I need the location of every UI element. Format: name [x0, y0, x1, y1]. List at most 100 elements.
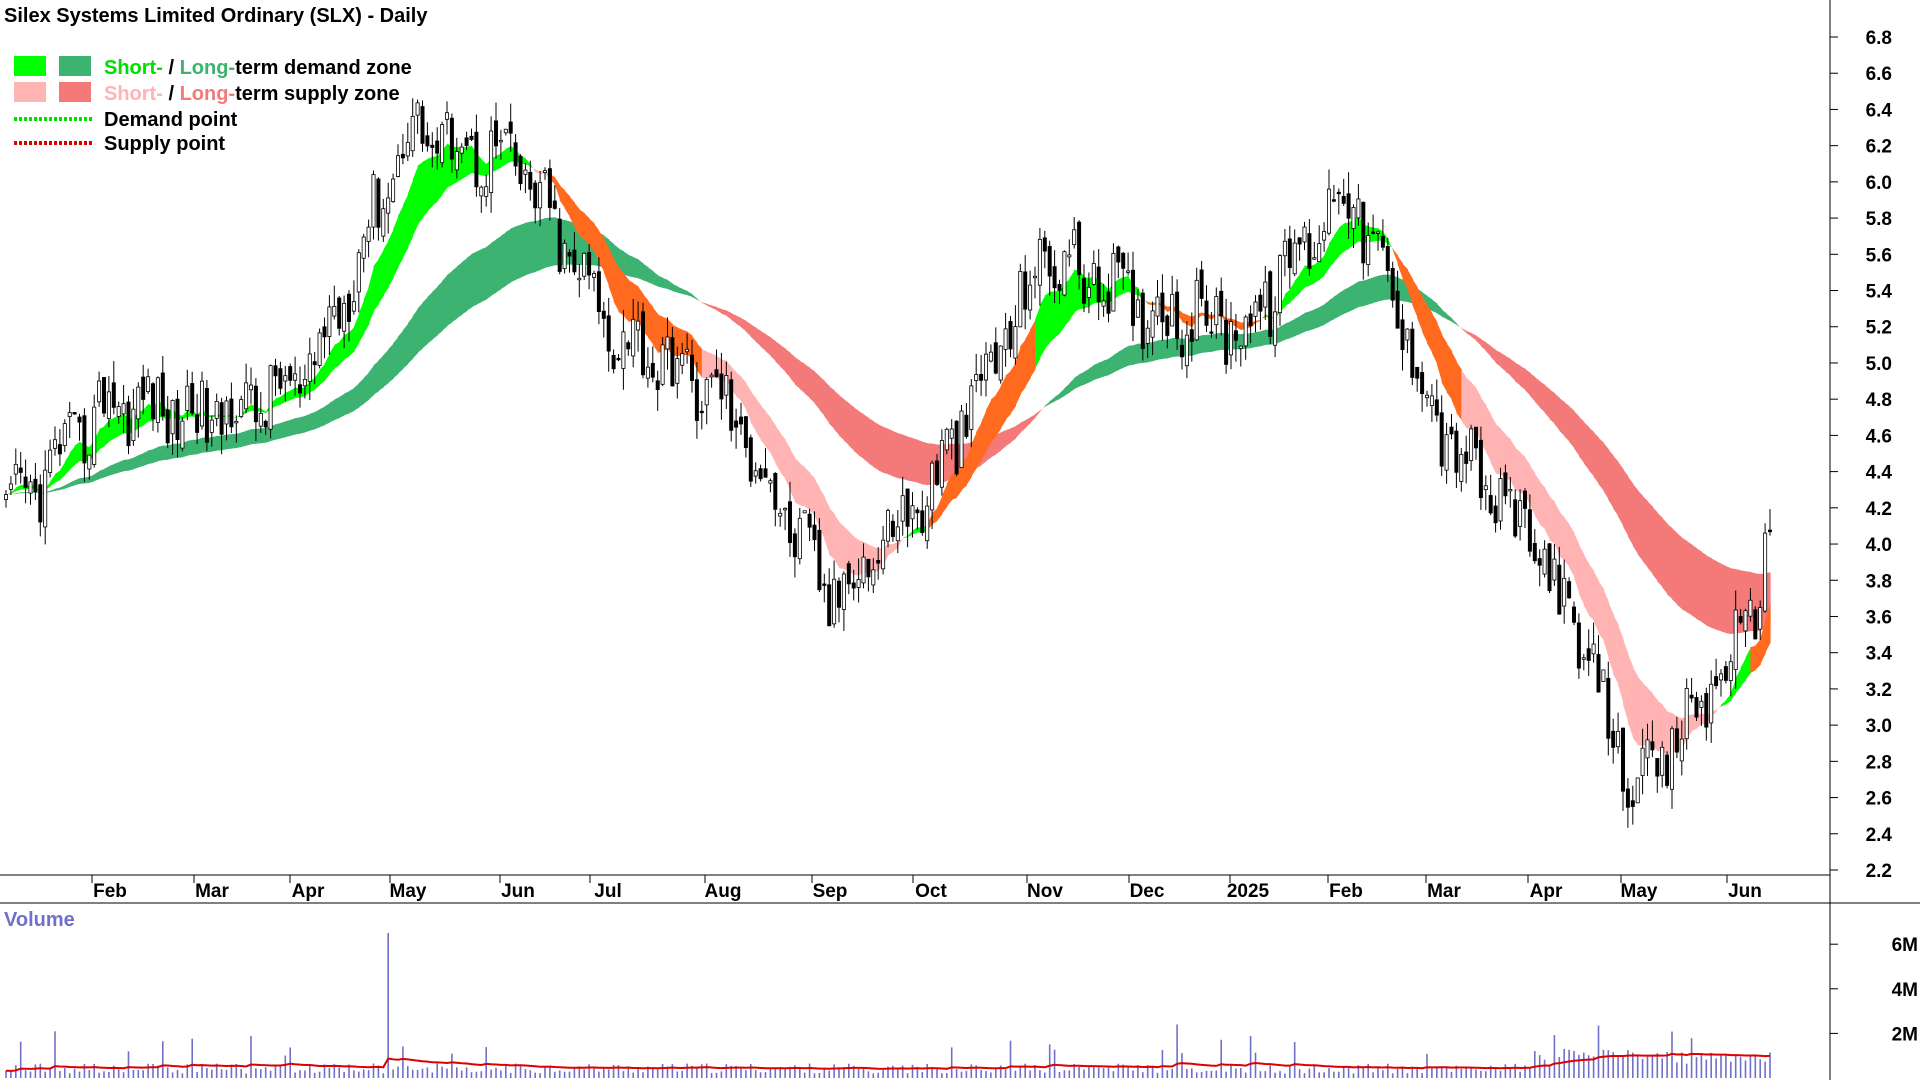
zone-segment	[1725, 693, 1732, 705]
zone-segment	[986, 399, 992, 452]
candle-body	[1537, 558, 1542, 566]
candle-body	[807, 513, 812, 528]
zone-segment	[652, 271, 659, 287]
zone-segment	[162, 445, 169, 461]
zone-segment	[505, 228, 512, 286]
candle-body	[1449, 426, 1454, 435]
zone-segment	[1378, 274, 1384, 302]
zone-segment	[1123, 345, 1129, 368]
zone-segment	[750, 324, 757, 342]
zone-segment	[1289, 318, 1296, 339]
zone-segment	[721, 309, 727, 316]
zone-segment	[1446, 313, 1453, 322]
zone-segment	[579, 209, 585, 240]
zone-segment	[1451, 318, 1457, 326]
zone-segment	[1632, 483, 1639, 555]
zone-segment	[1598, 581, 1604, 641]
candle-body	[444, 112, 449, 120]
zone-segment	[1549, 496, 1555, 544]
candle-body	[533, 182, 538, 209]
zone-segment	[113, 415, 120, 439]
candle-body	[1390, 267, 1395, 301]
candle-body	[1376, 231, 1381, 234]
y-tick-label: 4.0	[1866, 535, 1892, 556]
candle-body	[1395, 290, 1400, 329]
zone-segment	[1461, 327, 1467, 334]
zone-segment	[1559, 511, 1565, 561]
candle-body	[342, 302, 347, 332]
candle-body	[302, 378, 307, 387]
zone-segment	[388, 229, 394, 288]
zone-segment	[1020, 420, 1026, 433]
zone-segment	[265, 426, 272, 443]
candle-body	[1576, 622, 1581, 669]
candle-body	[699, 410, 704, 414]
candle-body	[1253, 301, 1258, 317]
candle-body	[1165, 315, 1170, 336]
candle-body	[1621, 727, 1626, 792]
candle-body	[1062, 251, 1067, 296]
zone-segment	[677, 327, 683, 357]
zone-segment	[530, 221, 536, 274]
zone-segment	[1529, 372, 1536, 402]
candle-body	[596, 271, 601, 312]
candle-body	[1278, 255, 1283, 314]
zone-segment	[1608, 601, 1614, 675]
x-tick-label: 2025	[1227, 881, 1270, 902]
volume-tick-label: 6M	[1892, 935, 1918, 956]
zone-segment	[491, 239, 497, 296]
zone-segment	[667, 279, 673, 292]
candle-body	[258, 413, 263, 427]
zone-segment	[314, 409, 321, 430]
zone-segment	[1059, 388, 1065, 399]
zone-segment	[569, 196, 575, 228]
candle-body	[62, 423, 67, 446]
candle-body	[459, 146, 464, 154]
zone-segment	[1294, 316, 1301, 337]
candle-body	[915, 509, 920, 514]
zone-segment	[775, 425, 781, 473]
zone-segment	[1549, 389, 1555, 425]
zone-segment	[1476, 335, 1482, 347]
legend-demand-label: Short- / Long-term demand zone	[104, 57, 412, 79]
candle-body	[391, 178, 396, 202]
zone-segment	[1745, 647, 1751, 680]
zone-segment	[946, 443, 953, 481]
zone-segment	[888, 428, 894, 477]
candle-body	[150, 383, 155, 420]
candle-body	[582, 252, 587, 277]
candle-body	[650, 362, 655, 378]
zone-segment	[295, 417, 301, 435]
volume-label: Volume	[4, 909, 75, 931]
zone-segment	[427, 291, 433, 344]
candle-body	[67, 412, 72, 417]
candle-body	[1184, 334, 1189, 367]
candle-body	[293, 373, 298, 381]
candle-body	[920, 510, 925, 533]
zone-segment	[486, 242, 492, 300]
zone-segment	[647, 267, 654, 285]
candle-body	[1248, 313, 1253, 327]
zone-segment	[1613, 455, 1619, 517]
zone-segment	[1084, 368, 1090, 385]
candle-body	[234, 420, 239, 424]
zone-segment	[1647, 501, 1653, 575]
candle-body	[1748, 599, 1753, 617]
zone-segment	[1079, 371, 1085, 387]
candle-body	[1758, 607, 1763, 630]
zone-segment	[1186, 314, 1193, 328]
zone-segment	[809, 367, 816, 404]
x-tick-label: Jun	[501, 881, 535, 902]
zone-segment	[1103, 358, 1110, 377]
zone-segment	[1618, 624, 1624, 705]
zone-segment	[1471, 382, 1477, 432]
candle-body	[1557, 564, 1562, 615]
zone-segment	[383, 349, 389, 388]
zone-segment	[211, 435, 218, 452]
candle-body	[1655, 758, 1660, 777]
candle-body	[1336, 191, 1341, 195]
zone-segment	[917, 439, 923, 485]
zone-segment	[378, 249, 384, 305]
candle-body	[102, 377, 107, 414]
zone-segment	[873, 546, 879, 573]
